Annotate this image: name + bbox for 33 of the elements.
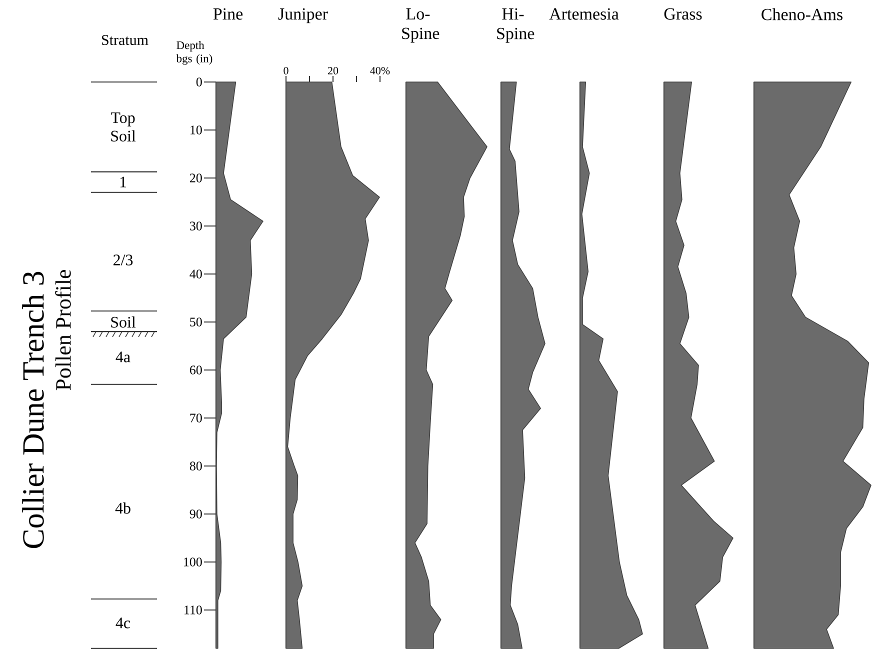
text: 2/3 (113, 254, 133, 266)
y-tick-label: 110 (184, 606, 202, 614)
text: Soil (111, 316, 136, 328)
chart-title: Cheno-Ams (762, 8, 842, 20)
text: 4c (116, 618, 130, 628)
y-tick-label: 100 (184, 558, 202, 566)
y-tick-label: 90 (190, 510, 202, 518)
y-tick-label: 20 (190, 174, 202, 182)
x-tick-label: 40% (370, 66, 390, 74)
y-tick-label: 30 (190, 222, 202, 230)
text: Pollen Profile (55, 270, 71, 390)
text: Collier Dune Trench 3 (22, 272, 44, 548)
text: Top Soil (110, 112, 136, 142)
text: 4a (116, 352, 130, 362)
y-tick-label: 10 (190, 126, 202, 134)
x-tick-label: 20 (328, 66, 338, 74)
chart-title: Lo-Spine (402, 8, 440, 43)
y-tick-label: 60 (190, 366, 202, 374)
y-tick-label: 40 (190, 270, 202, 278)
y-axis-title: Depth bgs (in) (176, 41, 212, 65)
text: Stratum (102, 34, 148, 46)
chart-title: Pine (213, 8, 243, 20)
y-tick-label: 0 (196, 78, 202, 86)
x-tick-label: 0 (284, 66, 288, 74)
y-tick-label: 50 (190, 318, 202, 326)
y-tick-label: 80 (190, 462, 202, 470)
text: 4b (115, 502, 130, 514)
y-tick-label: 70 (190, 414, 202, 422)
chart-title: Artemesia (549, 8, 619, 20)
chart-title: Juniper (278, 8, 328, 24)
text: 1 (120, 176, 126, 188)
chart-title: Hi-Spine (497, 8, 534, 43)
chart-title: Grass (664, 8, 702, 20)
